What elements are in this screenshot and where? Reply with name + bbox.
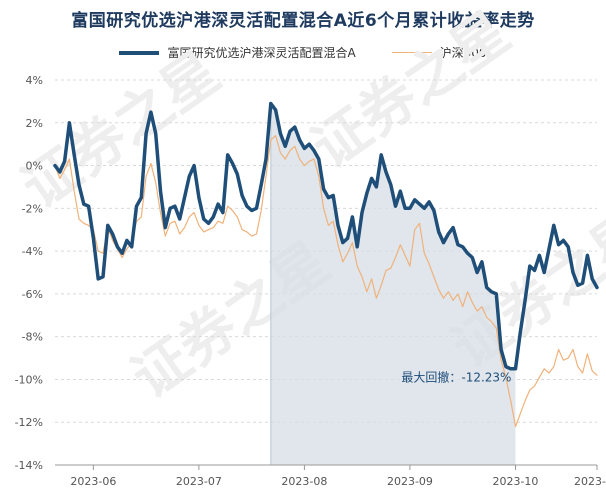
x-tick-label: 2023-09: [387, 475, 433, 488]
x-tick-label: 2023-07: [176, 475, 222, 488]
legend-swatch-index: [391, 52, 432, 53]
legend: 富国研究优选沪港深灵活配置混合A 沪深300: [0, 44, 606, 61]
x-tick-label: 2023-08: [281, 475, 327, 488]
y-tick-label: -8%: [22, 331, 43, 344]
legend-label-index: 沪深300: [439, 46, 487, 60]
series-line-fund: [53, 101, 599, 371]
x-tick-label: 2023-10: [492, 475, 538, 488]
y-tick-label: 0%: [26, 160, 43, 173]
y-tick-label: -10%: [15, 373, 43, 386]
annotation-layer: 最大回撤：-12.23%: [401, 370, 511, 385]
drawdown-area: [270, 103, 516, 466]
legend-label-fund: 富国研究优选沪港深灵活配置混合A: [167, 46, 356, 60]
y-tick-label: 4%: [26, 74, 43, 87]
legend-swatch-fund: [119, 50, 160, 55]
y-tick-label: -14%: [15, 459, 43, 472]
drawdown-label: 最大回撤：-12.23%: [401, 370, 511, 385]
series-line-index: [54, 135, 598, 428]
y-tick-label: 2%: [26, 117, 43, 130]
x-tick-label: 2023-11: [574, 475, 606, 488]
y-tick-label: -2%: [22, 202, 43, 215]
drawdown-layer: [270, 103, 516, 466]
y-tick-label: -4%: [22, 245, 43, 258]
legend-item-fund[interactable]: 富国研究优选沪港深灵活配置混合A: [119, 44, 356, 61]
y-tick-label: -6%: [22, 288, 43, 301]
axis-layer: 4% 2% 0% -2% -4% -6% -8% -10% -12% -14% 2023-06 202…: [15, 74, 606, 488]
legend-item-index[interactable]: 沪深300: [391, 44, 487, 61]
series-layer: [53, 101, 599, 428]
watermark-text: 证券之星: [301, 0, 522, 181]
y-tick-label: -12%: [15, 416, 43, 429]
x-tick-label: 2023-06: [70, 475, 116, 488]
chart-title: 富国研究优选沪港深灵活配置混合A近6个月累计收益率走势: [71, 11, 535, 31]
